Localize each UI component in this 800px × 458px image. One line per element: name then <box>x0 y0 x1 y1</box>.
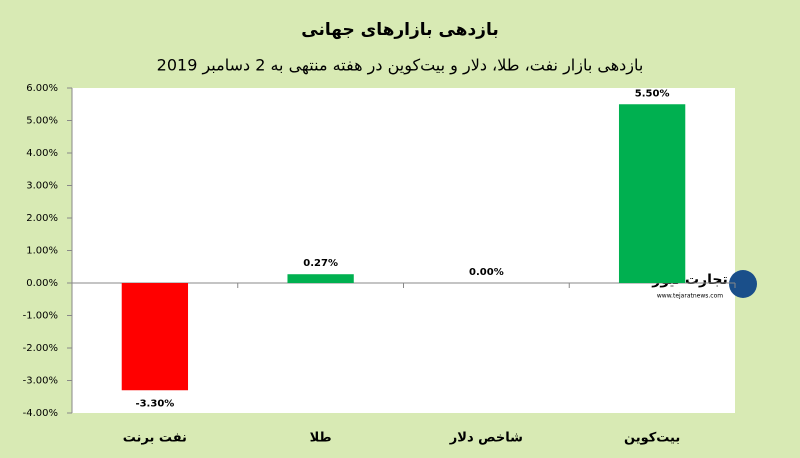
value-label: 5.50% <box>635 88 670 99</box>
x-tick-label: شاخص دلار <box>449 431 523 446</box>
chart-subtitle: بازدهی بازار نفت، طلا، دلار و بیت‌کوین د… <box>157 56 644 76</box>
bar <box>121 283 189 391</box>
x-tick-label: طلا <box>310 431 332 446</box>
logo-icon <box>729 270 757 298</box>
x-tick-label: نفت برنت <box>123 431 187 446</box>
y-tick-label: 3.00% <box>26 181 58 192</box>
bar <box>287 274 354 283</box>
y-tick-label: -4.00% <box>23 408 58 419</box>
y-tick-label: 0.00% <box>26 278 58 289</box>
y-tick-label: 4.00% <box>26 148 58 159</box>
y-tick-label: -2.00% <box>23 343 58 354</box>
y-tick-label: 5.00% <box>26 116 58 127</box>
y-tick-label: -3.00% <box>23 376 58 387</box>
y-tick-label: 1.00% <box>26 246 58 257</box>
y-tick-label: 2.00% <box>26 213 58 224</box>
bar <box>618 104 686 283</box>
value-label: 0.27% <box>303 258 338 269</box>
y-tick-label: -1.00% <box>23 311 58 322</box>
value-label: 0.00% <box>469 267 504 278</box>
y-tick-label: 6.00% <box>26 83 58 94</box>
x-tick-label: بیت‌کوین <box>624 431 680 446</box>
value-label: -3.30% <box>135 398 174 409</box>
watermark-url: www.tejaratnews.com <box>657 293 723 300</box>
chart-title: بازدهی بازارهای جهانی <box>301 20 498 40</box>
